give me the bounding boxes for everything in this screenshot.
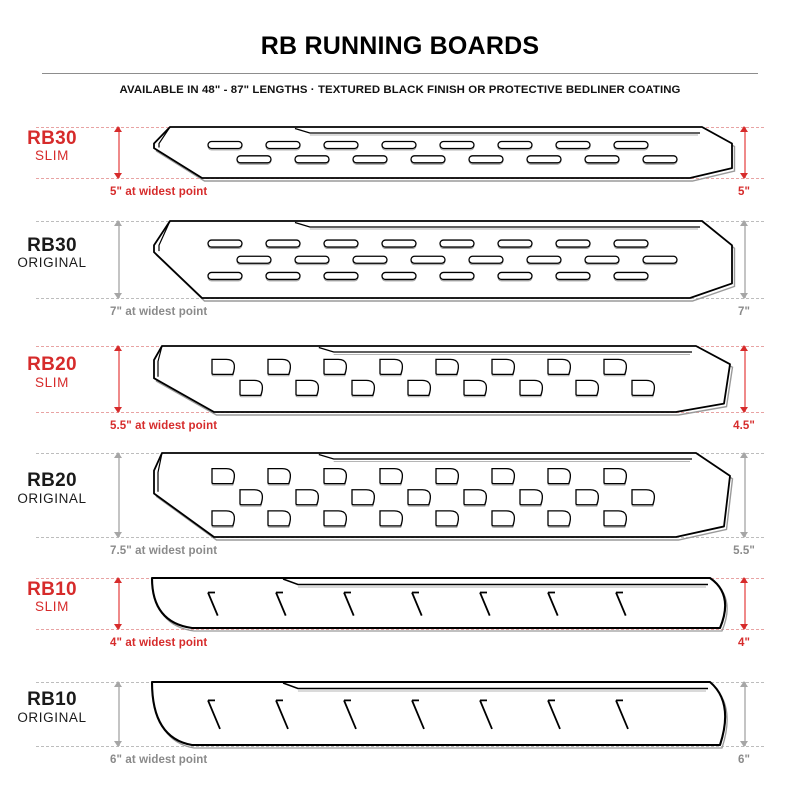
width-dimension-label: 7.5" at widest point bbox=[110, 545, 218, 557]
guide-line-bottom bbox=[36, 746, 764, 747]
arrow-head-up bbox=[114, 681, 122, 687]
arrow-head-up bbox=[114, 220, 122, 226]
height-dimension-arrow bbox=[738, 681, 751, 747]
arrow-head-down bbox=[740, 407, 748, 413]
board-illustration bbox=[140, 125, 736, 184]
arrow-head-down bbox=[114, 293, 122, 299]
arrow-head-up bbox=[114, 126, 122, 132]
arrow-head-up bbox=[740, 345, 748, 351]
width-dimension-arrow bbox=[112, 126, 125, 179]
arrow-head-down bbox=[114, 624, 122, 630]
width-dimension-label: 5" at widest point bbox=[110, 186, 208, 198]
width-dimension-arrow bbox=[112, 452, 125, 538]
board-illustration bbox=[140, 219, 736, 304]
arrow-head-down bbox=[740, 741, 748, 747]
arrow-shaft bbox=[118, 578, 120, 629]
product-variant-label: SLIM bbox=[35, 374, 69, 390]
width-dimension-label: 4" at widest point bbox=[110, 637, 208, 649]
width-dimension-label: 5.5" at widest point bbox=[110, 420, 218, 432]
height-dimension-arrow bbox=[738, 345, 751, 413]
width-dimension-label: 7" at widest point bbox=[110, 306, 208, 318]
arrow-head-down bbox=[740, 173, 748, 179]
arrow-head-up bbox=[114, 452, 122, 458]
product-variant-label: SLIM bbox=[35, 599, 69, 615]
arrow-shaft bbox=[118, 682, 120, 746]
arrow-head-up bbox=[740, 220, 748, 226]
height-dimension-arrow bbox=[738, 577, 751, 630]
product-name-block: RB30 ORIGINAL bbox=[0, 234, 104, 273]
arrow-head-up bbox=[740, 452, 748, 458]
width-dimension-arrow bbox=[112, 577, 125, 630]
header: RB RUNNING BOARDS AVAILABLE IN 48" - 87"… bbox=[0, 0, 800, 96]
product-model-label: RB20 bbox=[27, 470, 77, 491]
arrow-shaft bbox=[744, 221, 746, 298]
arrow-shaft bbox=[118, 453, 120, 537]
arrow-shaft bbox=[744, 578, 746, 629]
width-dimension-arrow bbox=[112, 345, 125, 413]
arrow-shaft bbox=[118, 127, 120, 178]
arrow-head-up bbox=[114, 345, 122, 351]
height-dimension-label: 7" bbox=[737, 306, 751, 318]
arrow-head-down bbox=[740, 624, 748, 630]
board-illustration bbox=[140, 680, 736, 752]
height-dimension-label: 6" bbox=[737, 754, 751, 766]
product-name-block: RB10 ORIGINAL bbox=[0, 690, 104, 727]
arrow-head-down bbox=[740, 293, 748, 299]
product-variant-label: SLIM bbox=[35, 148, 69, 164]
arrow-head-down bbox=[114, 407, 122, 413]
arrow-head-up bbox=[740, 681, 748, 687]
width-dimension-arrow bbox=[112, 681, 125, 747]
arrow-shaft bbox=[118, 346, 120, 412]
board-illustration bbox=[140, 576, 736, 635]
board-illustration bbox=[140, 451, 736, 543]
product-name-block: RB30 SLIM bbox=[0, 127, 104, 166]
product-name-block: RB20 SLIM bbox=[0, 355, 104, 392]
arrow-head-up bbox=[740, 126, 748, 132]
height-dimension-label: 4" bbox=[737, 637, 751, 649]
product-variant-label: ORIGINAL bbox=[17, 709, 87, 725]
product-variant-label: ORIGINAL bbox=[17, 490, 87, 506]
height-dimension-arrow bbox=[738, 126, 751, 179]
page-title: RB RUNNING BOARDS bbox=[260, 32, 540, 60]
width-dimension-label: 6" at widest point bbox=[110, 754, 208, 766]
arrow-head-up bbox=[740, 577, 748, 583]
guide-line-bottom bbox=[36, 629, 764, 630]
height-dimension-arrow bbox=[738, 220, 751, 299]
height-dimension-label: 5" bbox=[737, 186, 751, 198]
arrow-head-down bbox=[114, 532, 122, 538]
height-dimension-arrow bbox=[738, 452, 751, 538]
arrow-shaft bbox=[118, 221, 120, 298]
arrow-head-down bbox=[740, 532, 748, 538]
product-model-label: RB30 bbox=[27, 234, 77, 256]
arrow-shaft bbox=[744, 682, 746, 746]
board-illustration bbox=[140, 344, 736, 418]
height-dimension-label: 5.5" bbox=[733, 545, 755, 557]
arrow-shaft bbox=[744, 127, 746, 178]
page-subtitle: AVAILABLE IN 48" - 87" LENGTHS · TEXTURE… bbox=[119, 84, 681, 96]
product-model-label: RB10 bbox=[27, 578, 77, 600]
product-model-label: RB20 bbox=[27, 354, 77, 375]
height-dimension-label: 4.5" bbox=[733, 420, 755, 432]
title-divider bbox=[42, 73, 758, 74]
product-name-block: RB10 SLIM bbox=[0, 578, 104, 617]
product-name-block: RB20 ORIGINAL bbox=[0, 471, 104, 508]
arrow-head-up bbox=[114, 577, 122, 583]
product-model-label: RB10 bbox=[27, 689, 77, 710]
product-model-label: RB30 bbox=[27, 127, 77, 149]
arrow-head-down bbox=[114, 741, 122, 747]
product-variant-label: ORIGINAL bbox=[17, 255, 87, 271]
width-dimension-arrow bbox=[112, 220, 125, 299]
arrow-head-down bbox=[114, 173, 122, 179]
arrow-shaft bbox=[744, 346, 746, 412]
arrow-shaft bbox=[744, 453, 746, 537]
